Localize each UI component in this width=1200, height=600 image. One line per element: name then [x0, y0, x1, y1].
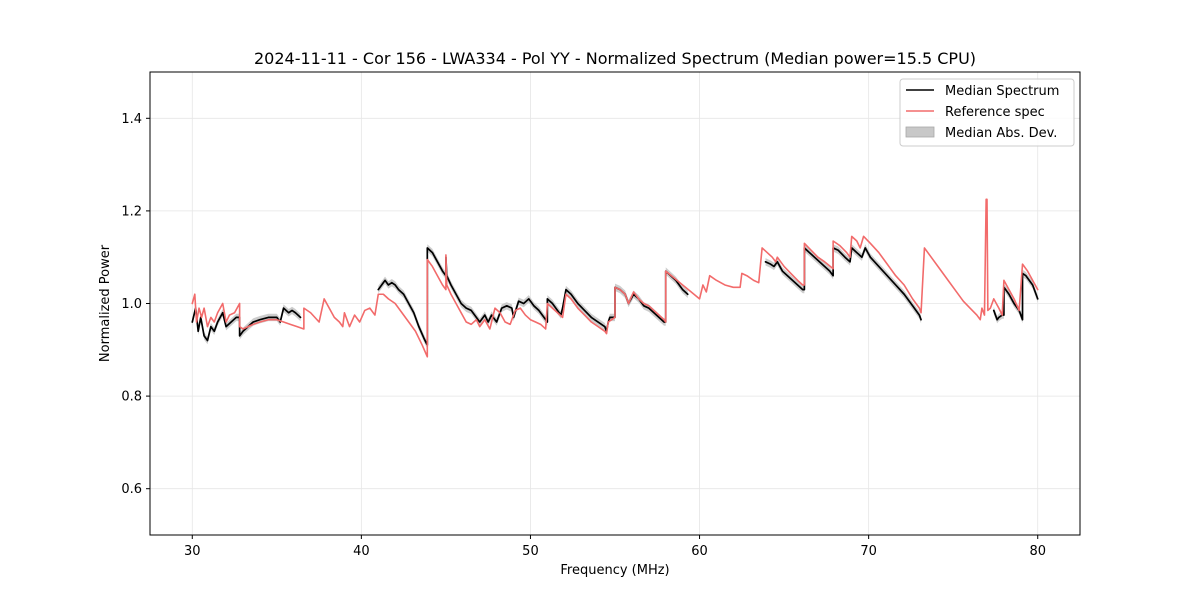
x-tick-label: 50 — [522, 544, 539, 559]
y-tick-label: 0.8 — [121, 390, 142, 405]
y-tick-label: 1.2 — [121, 204, 142, 219]
median-spectrum-line — [992, 272, 1039, 321]
legend-box — [899, 78, 1075, 147]
chart-title: 2024-11-11 - Cor 156 - LWA334 - Pol YY -… — [254, 49, 976, 68]
x-tick-label: 70 — [860, 544, 877, 559]
median-spectrum-line — [764, 247, 922, 321]
mad-band-segment — [192, 304, 301, 345]
y-tick-label: 0.6 — [121, 482, 142, 497]
x-tick-label: 60 — [691, 544, 708, 559]
legend-mad-swatch — [905, 126, 935, 138]
reference-spec-line — [191, 198, 1039, 358]
x-tick-label: 30 — [184, 544, 201, 559]
y-tick-label: 1.4 — [121, 112, 142, 127]
legend-reference-label: Reference spec — [945, 105, 1045, 120]
y-tick-label: 1.0 — [121, 297, 142, 312]
x-tick-label: 40 — [353, 544, 370, 559]
axis-ticks: 30 40 50 60 70 80 0.6 0.8 1.0 1.2 1.4 — [121, 112, 1046, 559]
x-tick-label: 80 — [1029, 544, 1046, 559]
legend-median-label: Median Spectrum — [945, 84, 1059, 99]
legend-mad-label: Median Abs. Dev. — [945, 126, 1057, 141]
reference-spec-layer — [191, 198, 1039, 358]
y-axis-label: Normalized Power — [98, 244, 113, 362]
x-axis-label: Frequency (MHz) — [560, 563, 669, 578]
legend: Median Spectrum Reference spec Median Ab… — [899, 78, 1075, 147]
